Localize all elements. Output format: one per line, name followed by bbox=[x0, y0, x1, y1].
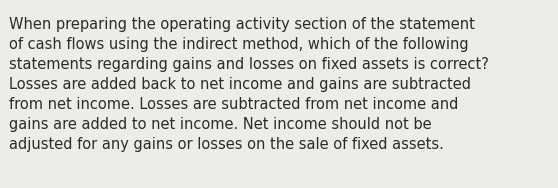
Text: When preparing the operating activity section of the statement
of cash flows usi: When preparing the operating activity se… bbox=[9, 17, 489, 152]
